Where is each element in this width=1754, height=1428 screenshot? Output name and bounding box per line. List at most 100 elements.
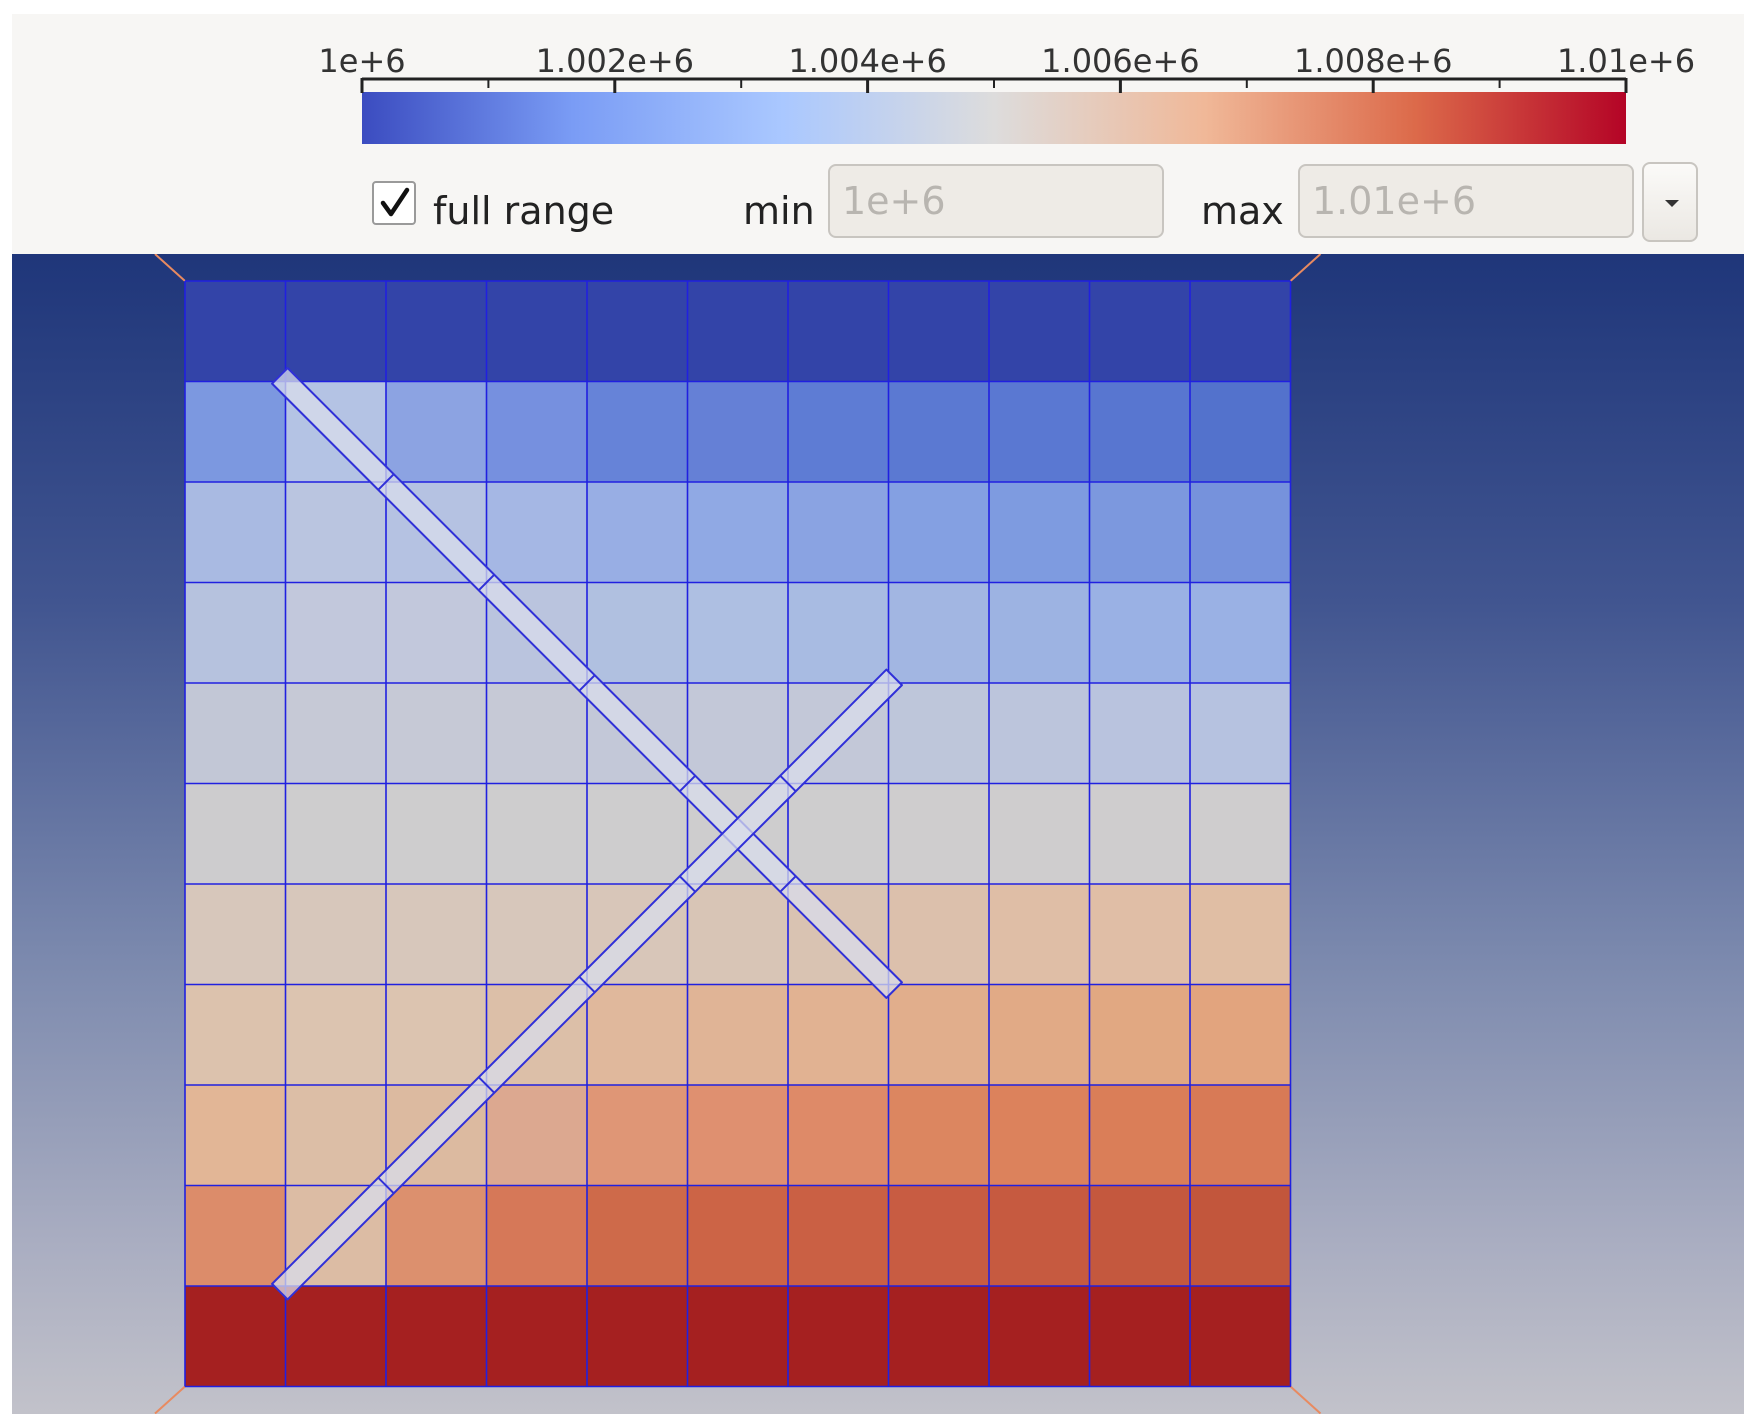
mesh-cell bbox=[587, 1185, 688, 1287]
mesh-cell bbox=[185, 1286, 286, 1387]
mesh-cells bbox=[185, 281, 1291, 1387]
mesh-cell bbox=[285, 783, 387, 885]
full-range-label: full range bbox=[433, 189, 615, 233]
mesh-cell bbox=[1190, 1185, 1291, 1287]
mesh-cell bbox=[185, 582, 286, 684]
fracture-segment-divider bbox=[679, 875, 696, 893]
mesh-cell bbox=[285, 482, 387, 583]
mesh-cell bbox=[788, 381, 889, 483]
mesh-cell bbox=[386, 381, 487, 483]
mesh-cell bbox=[989, 482, 1090, 583]
mesh-cell bbox=[285, 984, 387, 1086]
color-scale-bar bbox=[360, 77, 1628, 144]
mesh-cell bbox=[285, 1085, 387, 1186]
mesh-cell bbox=[888, 281, 990, 382]
mesh-cell bbox=[687, 1286, 789, 1387]
mesh-cell bbox=[1089, 984, 1191, 1086]
mesh-cell bbox=[185, 783, 286, 885]
mesh-cell bbox=[386, 884, 487, 985]
bounding-box-corner bbox=[1289, 1385, 1322, 1414]
mesh-cell bbox=[386, 683, 487, 784]
mesh-cell bbox=[1089, 381, 1191, 483]
mesh-cell bbox=[788, 783, 889, 885]
mesh-cell bbox=[1190, 1286, 1291, 1387]
mesh-cell bbox=[788, 482, 889, 583]
mesh-cell bbox=[989, 281, 1090, 382]
mesh-cell bbox=[1089, 582, 1191, 684]
mesh-cell bbox=[185, 381, 286, 483]
mesh-cell bbox=[285, 1286, 387, 1387]
bounding-box-corner bbox=[1289, 254, 1322, 282]
fracture-ascending bbox=[271, 668, 903, 1301]
mesh-cell bbox=[386, 281, 487, 382]
mesh-cell bbox=[285, 884, 387, 985]
fracture-segment-divider bbox=[779, 775, 797, 792]
full-range-checkbox[interactable] bbox=[372, 181, 416, 225]
mesh-cell bbox=[989, 582, 1090, 684]
tick-label: 1.008e+6 bbox=[1293, 42, 1453, 80]
mesh-cell bbox=[1089, 1085, 1191, 1186]
fracture-segment-divider bbox=[578, 674, 596, 692]
mesh-cell bbox=[1190, 582, 1291, 684]
color-map-toolbar: 1e+6 1.002e+6 1.004e+6 1.006e+6 1.008e+6 1.01… bbox=[12, 14, 1744, 254]
mesh-cell bbox=[486, 281, 588, 382]
mesh-cell bbox=[888, 683, 990, 784]
mesh-cell bbox=[185, 1085, 286, 1186]
mesh-cell bbox=[888, 582, 990, 684]
min-label: min bbox=[743, 189, 815, 233]
fracture-segment-divider bbox=[779, 875, 797, 893]
mesh-cell bbox=[587, 582, 688, 684]
mesh-cell bbox=[989, 884, 1090, 985]
mesh-cell bbox=[587, 984, 688, 1086]
mesh-cell bbox=[587, 281, 688, 382]
mesh-cell bbox=[185, 281, 286, 382]
mesh-cell bbox=[989, 1286, 1090, 1387]
tick-label: 1.01e+6 bbox=[1556, 42, 1696, 80]
render-viewport[interactable] bbox=[12, 254, 1744, 1414]
mesh-cell bbox=[185, 884, 286, 985]
mesh-cell bbox=[285, 582, 387, 684]
mesh-cell bbox=[1190, 984, 1291, 1086]
mesh-cell bbox=[989, 381, 1090, 483]
mesh-cell bbox=[687, 381, 789, 483]
fracture-segment-divider bbox=[578, 976, 596, 993]
mesh-cell bbox=[587, 1085, 688, 1186]
mesh-cell bbox=[888, 1085, 990, 1186]
tick-label: 1.002e+6 bbox=[535, 42, 695, 80]
mesh-cell bbox=[285, 683, 387, 784]
mesh-cell bbox=[788, 1085, 889, 1186]
mesh-cell bbox=[687, 884, 789, 985]
mesh-cell bbox=[989, 683, 1090, 784]
mesh-cell bbox=[1190, 884, 1291, 985]
mesh-cell bbox=[386, 984, 487, 1086]
mesh-cell bbox=[888, 884, 990, 985]
fracture-segment-divider bbox=[377, 1177, 395, 1194]
mesh-cell bbox=[486, 1286, 588, 1387]
mesh-cell bbox=[1089, 1286, 1191, 1387]
mesh-cell bbox=[486, 482, 588, 583]
mesh-cell bbox=[1089, 683, 1191, 784]
mesh-cell bbox=[687, 984, 789, 1086]
mesh-cell bbox=[386, 1286, 487, 1387]
mesh-cell bbox=[185, 482, 286, 583]
mesh-cell bbox=[989, 984, 1090, 1086]
mesh-cell bbox=[687, 1185, 789, 1287]
tick-label: 1.006e+6 bbox=[1041, 42, 1200, 80]
mesh-cell bbox=[1089, 1185, 1191, 1287]
fracture-segment-divider bbox=[478, 574, 495, 591]
mesh-cell bbox=[386, 582, 487, 684]
mesh-cell bbox=[587, 783, 688, 885]
mesh-cell bbox=[285, 281, 387, 382]
mesh-cell bbox=[587, 1286, 688, 1387]
mesh-cell bbox=[386, 783, 487, 885]
mesh-cell bbox=[587, 482, 688, 583]
min-input[interactable] bbox=[828, 164, 1164, 238]
mesh-cell bbox=[989, 783, 1090, 885]
mesh-cell bbox=[486, 884, 588, 985]
mesh-cell bbox=[185, 984, 286, 1086]
mesh-cell bbox=[687, 1085, 789, 1186]
max-input[interactable] bbox=[1298, 164, 1634, 238]
range-options-dropdown[interactable] bbox=[1642, 162, 1698, 242]
mesh-cell bbox=[788, 984, 889, 1086]
fracture-segment-divider bbox=[679, 775, 696, 792]
